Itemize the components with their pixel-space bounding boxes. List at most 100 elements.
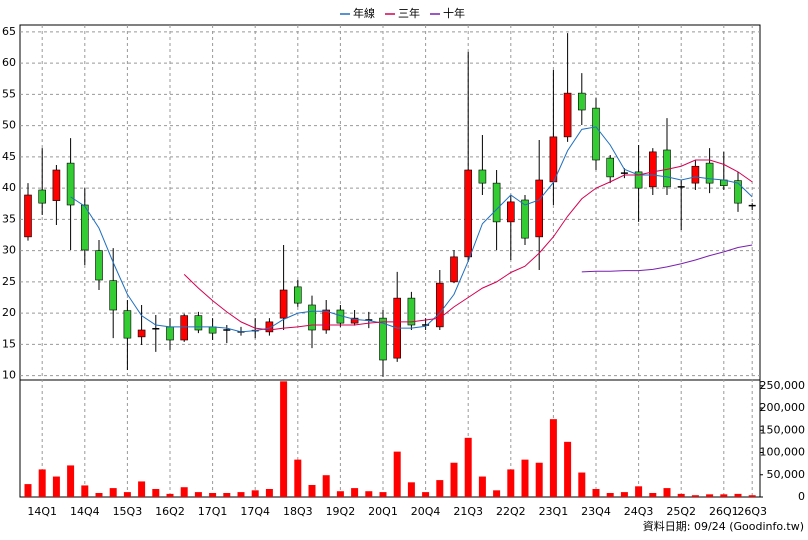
volume-bar [194, 492, 202, 497]
candle-body [95, 250, 103, 281]
volume-bar [237, 492, 245, 497]
candle-body [180, 315, 188, 341]
volume-bar [294, 459, 302, 497]
volume-bar [734, 493, 742, 497]
volume-bar [478, 476, 486, 497]
x-tick-label: 21Q3 [453, 505, 483, 518]
x-tick-label: 26Q1 [709, 505, 739, 518]
volume-bar [535, 462, 543, 497]
candle-body [634, 171, 643, 189]
volume-bar [507, 469, 515, 497]
candle-body [350, 317, 359, 324]
candle-body [194, 315, 203, 331]
volume-bar [464, 437, 472, 497]
x-tick-label: 22Q2 [496, 505, 526, 518]
volume-bar [493, 490, 501, 497]
candle-body [208, 326, 217, 334]
y-tick-label: 40 [2, 181, 16, 194]
y-tick-label: 30 [2, 244, 16, 257]
candle-body [606, 157, 615, 178]
candle-body [66, 162, 75, 206]
volume-bar [152, 488, 160, 497]
volume-bar [422, 492, 430, 497]
y-tick-label: 50,000 [767, 468, 806, 481]
volume-bar [393, 451, 401, 497]
candle-body [691, 165, 700, 184]
volume-bar [450, 462, 458, 497]
x-tick-label: 17Q4 [240, 505, 270, 518]
candle-body [38, 189, 47, 204]
volume-bar [379, 492, 387, 497]
x-tick-label: 18Q3 [283, 505, 313, 518]
candle-body [322, 309, 331, 331]
volume-bar [322, 475, 330, 497]
volume-bar [166, 493, 174, 497]
plot-frame [19, 24, 761, 498]
volume-bar [123, 492, 131, 497]
volume-bar [81, 485, 89, 497]
candle-body [279, 289, 288, 319]
candle-body [308, 304, 316, 331]
y-tick-label: 20 [2, 306, 16, 319]
candle-body [137, 329, 146, 338]
candle-body [549, 136, 558, 183]
volume-bar [251, 490, 259, 497]
x-tick-label: 26Q3 [737, 505, 767, 518]
volume-bar [109, 488, 117, 497]
candle-body [109, 280, 117, 311]
candle-body [407, 297, 416, 326]
x-tick-label: 23Q1 [539, 505, 569, 518]
x-tick-label: 24Q3 [624, 505, 654, 518]
y-tick-label: 65 [2, 25, 16, 38]
volume-bar [720, 494, 728, 497]
volume-bar [280, 381, 288, 497]
volume-bar [592, 488, 600, 497]
candle-body [123, 310, 132, 339]
volume-bar [635, 486, 643, 497]
x-tick-label: 20Q1 [368, 505, 398, 518]
x-tick-label: 23Q4 [581, 505, 611, 518]
volume-bar [180, 487, 188, 497]
x-tick-label: 20Q4 [411, 505, 441, 518]
x-tick-label: 16Q2 [155, 505, 185, 518]
volume-bar [663, 488, 671, 497]
y-tick-label: 55 [2, 87, 16, 100]
ma-line [581, 244, 753, 273]
candle-body [81, 204, 89, 251]
ma-line [183, 159, 753, 331]
volume-bar [24, 484, 32, 497]
volume-bar [407, 482, 415, 497]
y-tick-label: 200,000 [760, 401, 806, 414]
volume-bar [549, 419, 557, 497]
volume-bar [365, 491, 373, 497]
y-tick-label: 150,000 [760, 423, 806, 436]
x-tick-label: 19Q2 [326, 505, 356, 518]
x-tick-label: 17Q1 [198, 505, 228, 518]
candle-body [265, 321, 274, 333]
volume-bar [223, 492, 231, 497]
candle-body [521, 199, 529, 239]
volume-bar [564, 441, 572, 497]
candle-body [24, 194, 32, 238]
y-tick-label: 10 [2, 369, 16, 382]
legend-label: 十年 [443, 6, 465, 20]
volume-bar [578, 472, 586, 497]
volume-bar [138, 481, 146, 497]
candle-body [52, 169, 61, 201]
volume-bar [52, 476, 60, 497]
y-tick-label: 250,000 [760, 379, 806, 392]
y-tick-label: 35 [2, 212, 16, 225]
y-tick-label: 60 [2, 56, 16, 69]
candle-body [450, 256, 458, 283]
x-tick-label: 25Q2 [666, 505, 696, 518]
candle-body [506, 201, 515, 223]
candle-body [563, 92, 572, 138]
volume-bar [649, 492, 657, 497]
volume-bar [38, 469, 46, 497]
x-tick-label: 15Q3 [113, 505, 143, 518]
y-tick-label: 50 [2, 119, 16, 132]
candle-body [166, 326, 174, 341]
candle-body [648, 151, 657, 188]
volume-bar [351, 488, 359, 497]
y-tick-label: 0 [798, 490, 805, 503]
